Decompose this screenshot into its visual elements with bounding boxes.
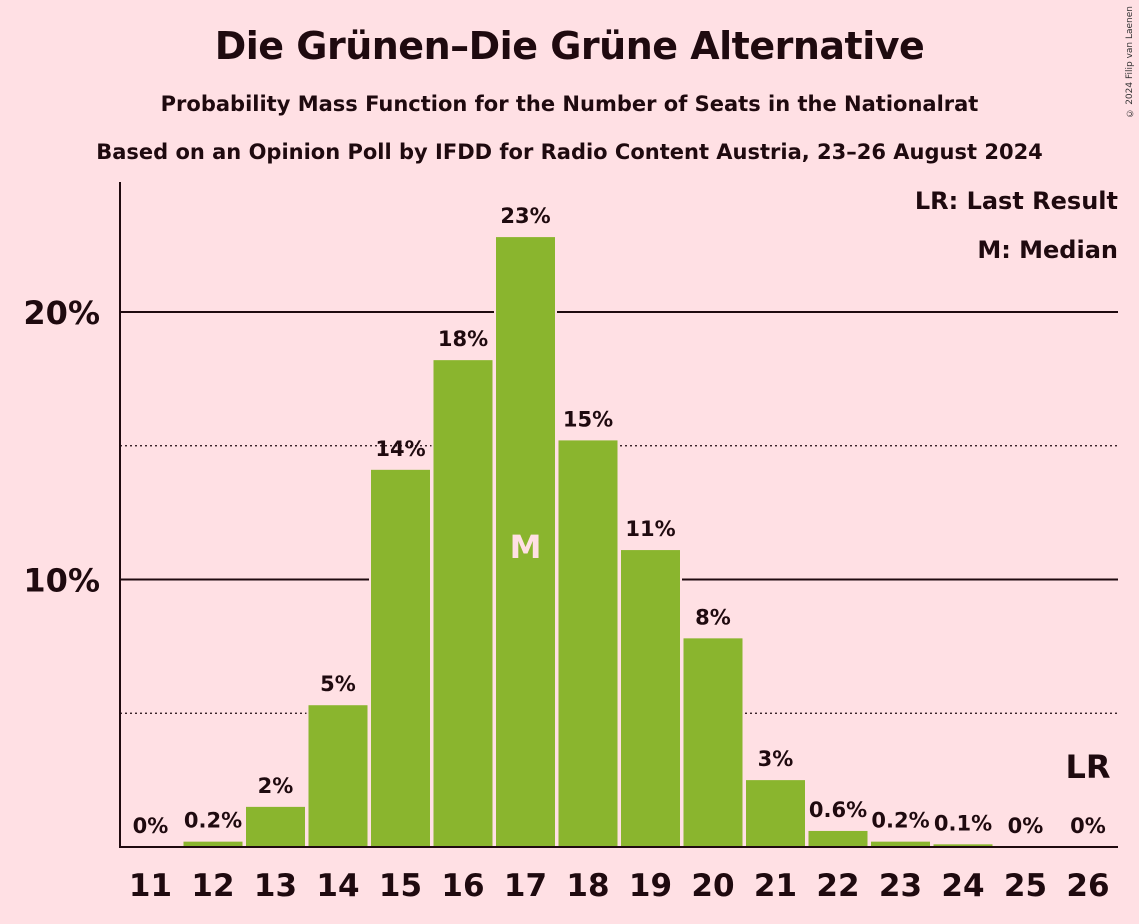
bar-seats-24 — [933, 844, 993, 847]
x-tick-label-11: 11 — [129, 868, 172, 904]
x-tick-label-19: 19 — [629, 868, 672, 904]
bar-seats-23 — [871, 841, 930, 847]
value-label-11: 0% — [133, 814, 169, 838]
legend-median: M: Median — [977, 236, 1118, 264]
x-tick-label-23: 23 — [879, 868, 922, 904]
value-label-13: 2% — [258, 774, 294, 798]
x-tick-label-25: 25 — [1004, 868, 1047, 904]
value-label-24: 0.1% — [934, 811, 992, 835]
legend-last-result: LR: Last Result — [915, 187, 1118, 215]
value-label-25: 0% — [1008, 814, 1044, 838]
legend: LR: Last Result M: Median — [915, 187, 1118, 264]
x-tick-label-15: 15 — [379, 868, 422, 904]
value-label-19: 11% — [625, 517, 675, 541]
x-tick-label-16: 16 — [441, 868, 484, 904]
bar-seats-18 — [558, 440, 618, 847]
value-label-21: 3% — [758, 747, 794, 771]
bar-seats-20 — [683, 638, 743, 847]
value-label-18: 15% — [563, 407, 613, 431]
bar-seats-16 — [433, 360, 493, 847]
bar-seats-14 — [308, 705, 368, 847]
value-label-26: 0% — [1070, 814, 1106, 838]
x-tick-label-26: 26 — [1066, 868, 1109, 904]
value-label-23: 0.2% — [871, 809, 929, 833]
y-tick-label: 10% — [23, 562, 100, 600]
value-label-15: 14% — [375, 437, 425, 461]
bar-seats-13 — [246, 806, 305, 847]
x-tick-label-18: 18 — [566, 868, 609, 904]
x-tick-label-24: 24 — [941, 868, 984, 904]
bar-seats-15 — [371, 469, 430, 847]
bar-seats-12 — [183, 841, 243, 847]
y-tick-label: 20% — [23, 294, 100, 332]
bars — [181, 237, 995, 848]
x-tick-label-22: 22 — [816, 868, 859, 904]
bar-seats-21 — [746, 780, 805, 847]
x-tick-label-20: 20 — [691, 868, 734, 904]
value-label-12: 0.2% — [184, 809, 242, 833]
bar-seats-22 — [808, 830, 868, 847]
x-tick-label-21: 21 — [754, 868, 797, 904]
chart-source-line: Based on an Opinion Poll by IFDD for Rad… — [96, 140, 1043, 164]
last-result-marker: LR — [1065, 748, 1110, 786]
value-label-16: 18% — [438, 327, 488, 351]
x-tick-label-17: 17 — [504, 868, 547, 904]
bar-seats-19 — [621, 550, 680, 847]
chart-subtitle: Probability Mass Function for the Number… — [160, 92, 979, 116]
median-marker: M — [510, 528, 542, 566]
x-tick-label-12: 12 — [191, 868, 234, 904]
value-label-14: 5% — [320, 672, 356, 696]
data-labels: 0% 0.2%2%5%14%18%23%M15%11%8%3%0.6% 0.2% 0.… — [133, 204, 1111, 838]
bar-seats-17 — [496, 237, 555, 848]
value-label-22: 0.6% — [809, 798, 867, 822]
chart-title: Die Grünen–Die Grüne Alternative — [214, 24, 925, 68]
x-tick-label-13: 13 — [254, 868, 297, 904]
value-label-20: 8% — [695, 605, 731, 629]
x-tick-label-14: 14 — [316, 868, 359, 904]
axes: 10% 20% 11 12 13 14 15 16 17 18 19 20 21 22 23 24 25 26 — [23, 182, 1118, 904]
value-label-17: 23% — [500, 204, 550, 228]
